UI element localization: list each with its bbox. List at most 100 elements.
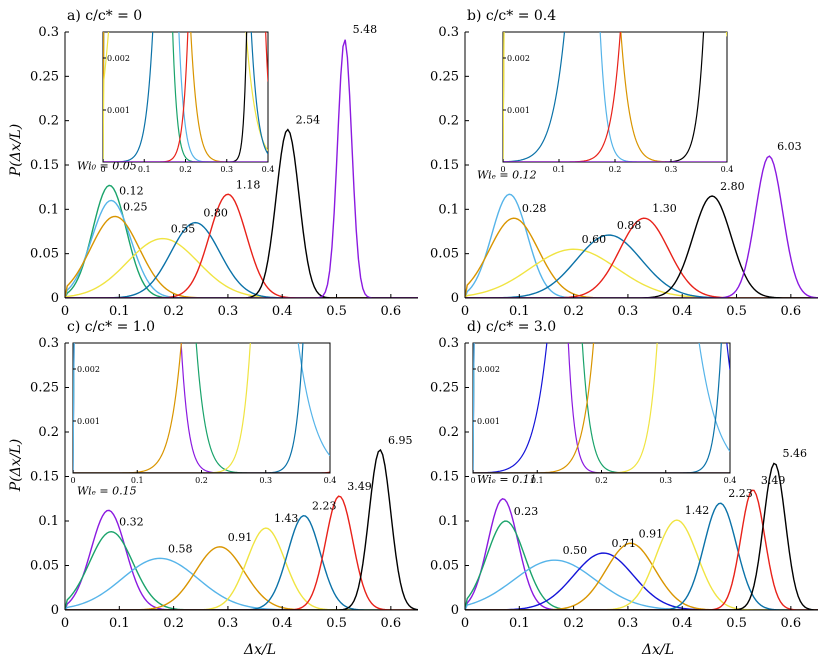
curve-label-0.60: 0.60: [582, 233, 607, 246]
y-tick-label: 0.05: [430, 247, 459, 262]
inset-line-0.71: [473, 343, 730, 473]
x-tick-label: 0: [61, 616, 69, 631]
inset-line-2.54: [103, 32, 248, 162]
curve-label-0.55: 0.55: [171, 223, 196, 236]
y-axis-label: P(Δx/L): [8, 124, 24, 177]
x-tick-label: 0.5: [326, 616, 347, 631]
series-line-0.25: [65, 215, 418, 298]
series-line-2.23: [465, 502, 818, 610]
curve-label-2.80: 2.80: [720, 180, 745, 193]
inset-line-0.12: [103, 32, 268, 162]
y-tick-label: 0.05: [430, 559, 459, 574]
inset-x-tick-label: 0: [500, 165, 505, 174]
y-tick-label: 0: [51, 291, 59, 306]
y-tick-label: 0.1: [38, 202, 59, 217]
inset-line-0.32: [73, 343, 330, 473]
inset-plot: 0 0.1 0.2 0.3 0.4 0.001 0.002: [70, 342, 336, 485]
series-line-1.30: [465, 217, 818, 298]
inset-series-group: [503, 32, 727, 162]
inset-line-0.80: [103, 32, 268, 162]
series-line-0.91: [65, 546, 418, 610]
inset-line-0.05: [103, 32, 268, 162]
panel-title: b) c/c* = 0.4: [467, 8, 556, 24]
series-line-0.12: [465, 193, 818, 298]
x-tick-label: 0.4: [672, 304, 693, 319]
legend-title: Wiₑ = 0.11: [477, 473, 537, 486]
inset-y-tick-label: 0.002: [477, 365, 500, 374]
chart-panel-2: 0 0.1 0.2 0.3 0.4 0.5 0.600.050.10.150.20.250.…: [430, 8, 818, 319]
series-line-2.80: [465, 195, 818, 298]
x-tick-label: 0.1: [509, 304, 530, 319]
inset-y-tick-label: 0.001: [507, 106, 530, 115]
x-tick-label: 0.3: [218, 616, 239, 631]
x-tick-label: 0.6: [381, 616, 402, 631]
x-tick-label: 0.6: [781, 616, 802, 631]
inset-x-tick-label: 0.4: [724, 476, 737, 485]
curve-label-0.50: 0.50: [563, 544, 588, 557]
inset-line-0.88: [503, 32, 566, 162]
x-tick-label: 0.5: [726, 616, 747, 631]
inset-line-0.12: [503, 32, 727, 162]
curve-label-1.30: 1.30: [652, 202, 677, 215]
x-tick-label: 0: [61, 304, 69, 319]
inset-y-tick-label: 0.001: [77, 417, 100, 426]
series-line-0.80: [65, 221, 418, 298]
inset-x-tick-label: 0: [100, 165, 105, 174]
inset-x-tick-label: 0.2: [195, 476, 208, 485]
inset-x-tick-label: 0.4: [262, 165, 275, 174]
series-line-0.28: [465, 217, 818, 298]
curve-label-0.23: 0.23: [514, 505, 539, 518]
series-line-1.18: [65, 193, 418, 298]
y-tick-label: 0: [451, 291, 459, 306]
inset-line-1.30: [503, 32, 621, 162]
x-tick-label: 0: [461, 616, 469, 631]
y-tick-label: 0.3: [38, 336, 59, 351]
x-tick-label: 0.1: [109, 304, 130, 319]
inset-frame: [502, 31, 728, 163]
inset-x-tick-label: 0: [70, 476, 75, 485]
inset-line-2.23: [73, 343, 304, 473]
y-tick-label: 0.2: [38, 425, 59, 440]
y-tick-label: 0.05: [30, 247, 59, 262]
series-line-1.43: [65, 527, 418, 610]
inset-x-tick-label: 0.2: [595, 476, 608, 485]
inset-x-tick-label: 0.1: [553, 165, 566, 174]
panel-title: a) c/c* = 0: [67, 8, 142, 24]
curve-label-0.91: 0.91: [639, 527, 664, 540]
inset-x-tick-label: 0.2: [609, 165, 622, 174]
y-tick-label: 0.2: [38, 114, 59, 129]
x-tick-label: 0.6: [781, 304, 802, 319]
curve-label-2.23: 2.23: [312, 500, 337, 513]
curve-label-1.18: 1.18: [236, 178, 261, 191]
x-tick-label: 0.4: [672, 616, 693, 631]
curve-label-5.48: 5.48: [353, 23, 378, 36]
series-line-0.88: [465, 234, 818, 298]
chart-panel-4: 0 0.1 0.2 0.3 0.4 0.5 0.6 0 0.05 0.1 0.15 0.2 0.25 0.…: [430, 319, 818, 631]
curve-label-0.12: 0.12: [119, 184, 143, 197]
y-tick-label: 0.1: [438, 202, 459, 217]
y-tick-label: 0.1: [38, 514, 59, 529]
inset-line-2.80: [503, 32, 705, 162]
series-line-6.95: [65, 448, 418, 610]
inset-x-tick-label: 0.3: [220, 165, 233, 174]
x-tick-label: 0.1: [109, 616, 130, 631]
series-line-6.03: [465, 155, 818, 298]
series-line-0.71: [465, 552, 818, 610]
y-tick-label: 0: [451, 603, 459, 618]
curve-label-6.03: 6.03: [777, 140, 802, 153]
inset-x-tick-label: 0.3: [659, 476, 672, 485]
curve-label-0.28: 0.28: [522, 202, 547, 215]
x-tick-label: 0.2: [163, 304, 184, 319]
curve-label-2.54: 2.54: [296, 114, 321, 127]
inset-x-tick-label: 0.3: [665, 165, 678, 174]
y-tick-label: 0.25: [30, 381, 59, 396]
series-line-0.12: [65, 199, 418, 298]
x-tick-label: 0: [461, 304, 469, 319]
curve-label-2.23: 2.23: [728, 487, 753, 500]
x-tick-label: 0.6: [381, 304, 402, 319]
x-tick-label: 0.3: [618, 304, 639, 319]
y-tick-label: 0.25: [30, 69, 59, 84]
x-tick-label: 0.2: [563, 304, 584, 319]
inset-y-tick-label: 0.002: [77, 365, 100, 374]
